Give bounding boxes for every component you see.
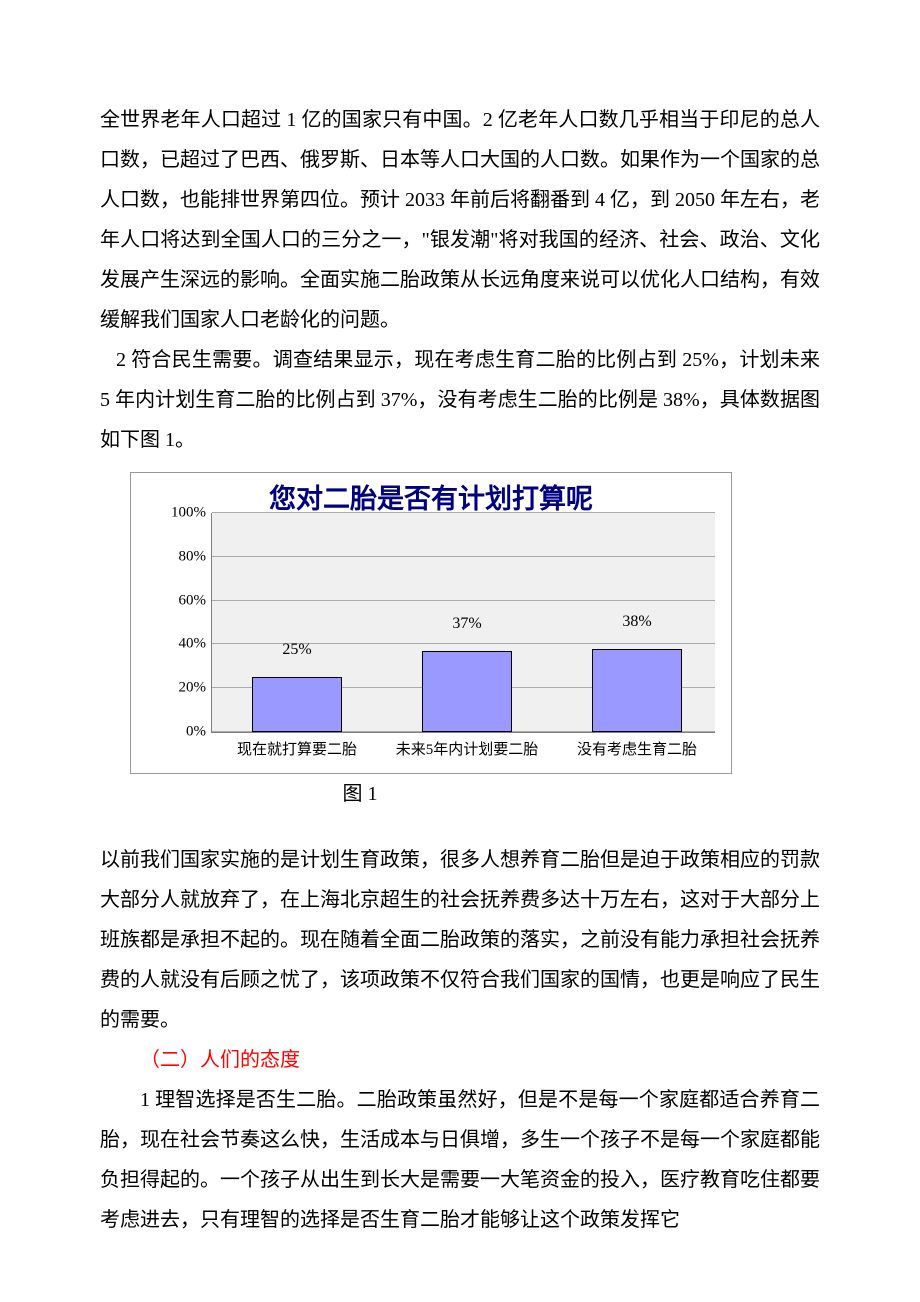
chart-plot-area: 0% 20% 40% 60% 80% 100% 25% 现在就打算要二胎 37% xyxy=(211,513,715,733)
subheading-attitude: （二）人们的态度 xyxy=(100,1040,820,1080)
ytick-1: 20% xyxy=(179,680,207,697)
ytick-4: 80% xyxy=(179,548,207,565)
xlabel-now: 现在就打算要二胎 xyxy=(237,738,357,759)
ytick-2: 40% xyxy=(179,636,207,653)
survey-bar-chart: 您对二胎是否有计划打算呢 0% 20% 40% 60% 80% 100% xyxy=(130,472,732,774)
document-page: 全世界老年人口超过 1 亿的国家只有中国。2 亿老年人口数几乎相当于印尼的总人口… xyxy=(0,0,920,1302)
ytick-3: 60% xyxy=(179,592,207,609)
chart-title: 您对二胎是否有计划打算呢 xyxy=(131,477,731,516)
paragraph-3: 以前我们国家实施的是计划生育政策，很多人想养育二胎但是迫于政策相应的罚款大部分人… xyxy=(100,840,820,1040)
ytick-5: 100% xyxy=(171,505,206,522)
paragraph-1: 全世界老年人口超过 1 亿的国家只有中国。2 亿老年人口数几乎相当于印尼的总人口… xyxy=(100,100,820,340)
paragraph-4: 1 理智选择是否生二胎。二胎政策虽然好，但是不是每一个家庭都适合养育二胎，现在社… xyxy=(100,1080,820,1240)
bar-none-label: 38% xyxy=(622,613,651,631)
ytick-0: 0% xyxy=(186,724,206,741)
xlabel-5yr: 未来5年内计划要二胎 xyxy=(396,738,539,759)
bar-5yr-label: 37% xyxy=(452,615,481,633)
bar-5yr xyxy=(422,651,512,732)
bar-none xyxy=(592,649,682,732)
xlabel-none: 没有考虑生育二胎 xyxy=(577,738,697,759)
chart-caption: 图 1 xyxy=(100,778,820,810)
paragraph-2: 2 符合民生需要。调查结果显示，现在考虑生育二胎的比例占到 25%，计划未来 5… xyxy=(100,340,820,460)
bar-now xyxy=(252,677,342,732)
bar-now-label: 25% xyxy=(282,641,311,659)
